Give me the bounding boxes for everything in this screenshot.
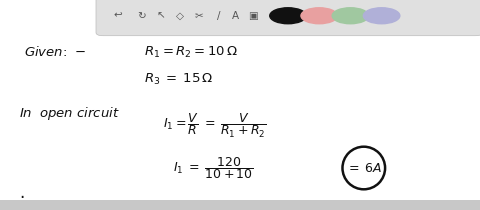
Text: $I_1 = \dfrac{V}{R} \;=\; \dfrac{V}{R_1+R_2}$: $I_1 = \dfrac{V}{R} \;=\; \dfrac{V}{R_1+… bbox=[163, 112, 267, 140]
Text: .: . bbox=[19, 184, 24, 202]
Text: ✂: ✂ bbox=[195, 11, 204, 21]
Text: ▣: ▣ bbox=[249, 11, 258, 21]
Text: $I_1 \;=\; \dfrac{120}{10+10}$: $I_1 \;=\; \dfrac{120}{10+10}$ bbox=[173, 155, 253, 181]
FancyBboxPatch shape bbox=[96, 0, 480, 36]
Text: ◇: ◇ bbox=[176, 11, 184, 21]
Text: $R_1 = R_2 = 10\,\Omega$: $R_1 = R_2 = 10\,\Omega$ bbox=[144, 45, 238, 60]
Text: /: / bbox=[216, 11, 220, 21]
FancyBboxPatch shape bbox=[0, 200, 480, 210]
Text: A: A bbox=[232, 11, 239, 21]
Text: ↖: ↖ bbox=[156, 11, 165, 21]
Text: ↩: ↩ bbox=[113, 11, 122, 21]
Text: $=\;6A$: $=\;6A$ bbox=[346, 161, 382, 175]
Circle shape bbox=[363, 8, 400, 24]
Circle shape bbox=[270, 8, 306, 24]
Text: ↻: ↻ bbox=[137, 11, 146, 21]
Text: $R_3 \;=\; 15\,\Omega$: $R_3 \;=\; 15\,\Omega$ bbox=[144, 72, 214, 87]
Text: $Given\!:\,-$: $Given\!:\,-$ bbox=[24, 46, 86, 59]
Circle shape bbox=[332, 8, 369, 24]
Text: $In\;$ open circuit: $In\;$ open circuit bbox=[19, 105, 120, 122]
Circle shape bbox=[301, 8, 337, 24]
